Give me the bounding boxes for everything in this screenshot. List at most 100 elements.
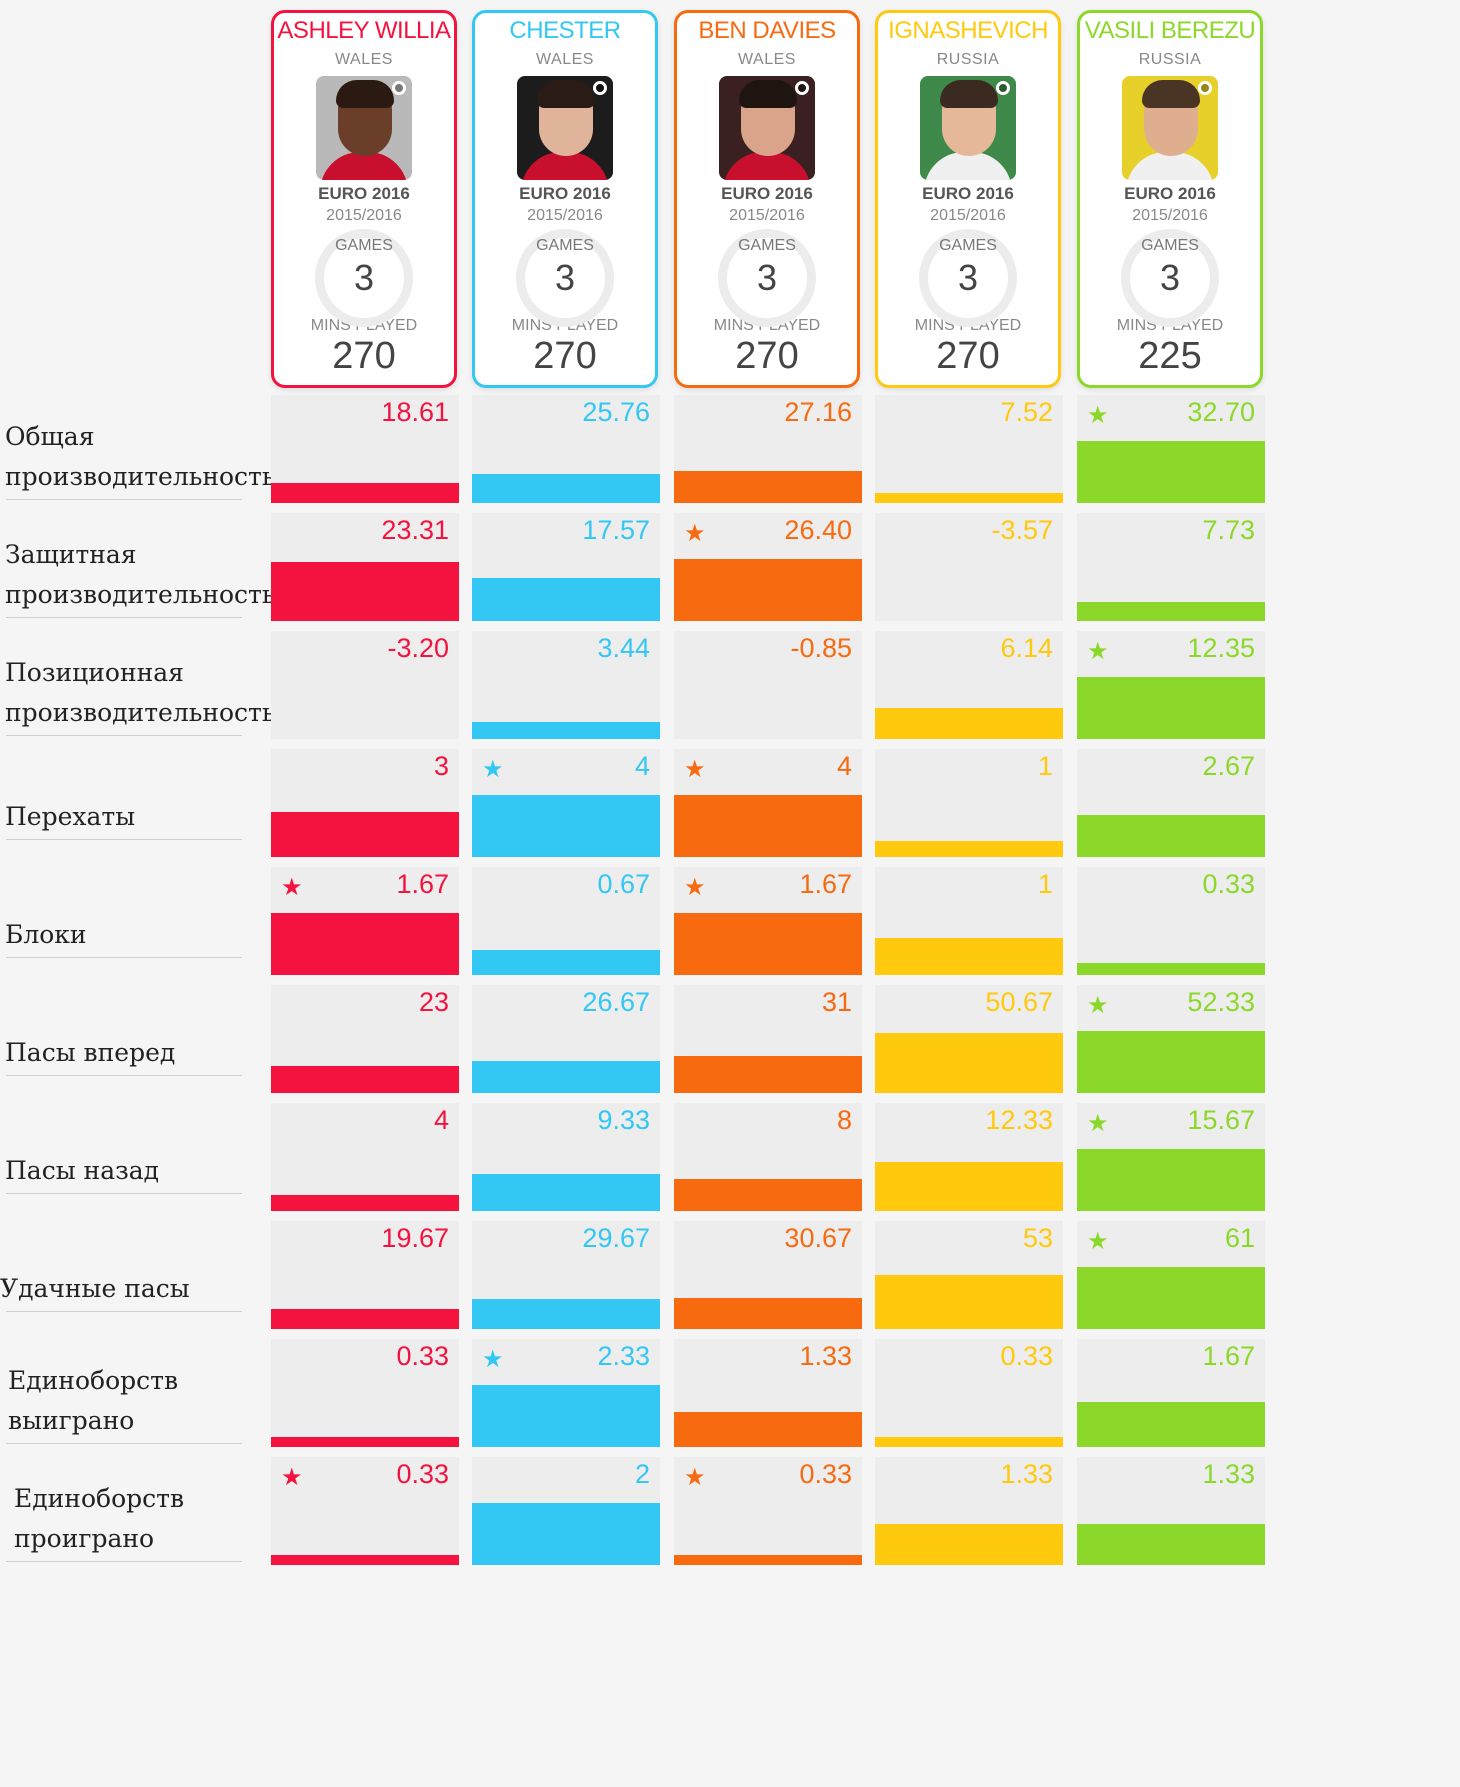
stat-value: 0.33 <box>396 1459 449 1489</box>
stat-value: 19.67 <box>381 1223 449 1253</box>
stat-bar <box>472 1299 660 1329</box>
stat-bar <box>875 938 1063 975</box>
stat-cell: 9.33 <box>472 1103 660 1211</box>
stat-cell: 19.67 <box>271 1221 459 1329</box>
player-name[interactable]: VASILI BEREZU <box>1084 17 1256 44</box>
stat-bar <box>875 708 1063 739</box>
player-card[interactable]: BEN DAVIES WALES EURO 2016 2015/2016 GAMES 3 M… <box>674 10 860 388</box>
stat-cell: 7.52 <box>875 395 1063 503</box>
stat-label-line: Единоборств <box>14 1484 185 1513</box>
stat-bar <box>674 795 862 857</box>
games-ring-circle <box>315 229 413 327</box>
mins-played-value: 270 <box>735 335 799 377</box>
best-value-star-icon: ★ <box>1087 638 1109 665</box>
stat-label-line: Позиционная <box>5 658 184 687</box>
stat-label-line: Пасы назад <box>5 1156 160 1185</box>
stat-value: 1.67 <box>1202 1341 1255 1371</box>
player-name[interactable]: ASHLEY WILLIA <box>277 17 451 44</box>
stat-value: 18.61 <box>381 397 449 427</box>
stat-bar <box>875 493 1063 503</box>
stat-cell: 2.33 ★ <box>472 1339 660 1447</box>
season-label: 2015/2016 <box>1132 207 1208 224</box>
competition-label: EURO 2016 <box>519 184 611 203</box>
stat-label-line: производительность <box>5 580 276 609</box>
stat-value: 15.67 <box>1187 1105 1255 1135</box>
stat-bar <box>271 913 459 975</box>
stat-bar <box>472 1503 660 1565</box>
player-photo <box>719 76 815 180</box>
competition-label: EURO 2016 <box>922 184 1014 203</box>
stat-cell: 31 <box>674 985 862 1093</box>
stat-cell: 0.33 <box>271 1339 459 1447</box>
stat-cell: 1.33 <box>674 1339 862 1447</box>
games-ring: GAMES 3 <box>309 223 419 333</box>
games-label: GAMES <box>536 237 594 254</box>
stat-cell: -3.57 <box>875 513 1063 621</box>
stat-label-line: Пасы вперед <box>5 1038 176 1067</box>
stat-cell: 15.67 ★ <box>1077 1103 1265 1211</box>
stat-cell: 29.67 <box>472 1221 660 1329</box>
photo-hair <box>537 80 595 108</box>
stat-bar <box>674 1179 862 1211</box>
stat-cell: 26.67 <box>472 985 660 1093</box>
stat-bar <box>1077 441 1265 503</box>
stat-label-divider <box>6 1561 242 1562</box>
mins-played-value: 270 <box>533 335 597 377</box>
stat-cell: 1.67 ★ <box>271 867 459 975</box>
stat-bar <box>271 562 459 621</box>
stat-cell: 12.33 <box>875 1103 1063 1211</box>
stat-cell: 17.57 <box>472 513 660 621</box>
stat-cell: 12.35 ★ <box>1077 631 1265 739</box>
player-card[interactable]: IGNASHEVICH RUSSIA EURO 2016 2015/2016 GAMES… <box>875 10 1061 388</box>
best-value-star-icon: ★ <box>281 874 303 901</box>
stat-cell: 50.67 <box>875 985 1063 1093</box>
stat-label: Единоборств выиграно <box>0 1361 280 1444</box>
stat-cell: 0.33 ★ <box>674 1457 862 1565</box>
stat-value: 53 <box>1022 1223 1053 1253</box>
stat-cell: 32.70 ★ <box>1077 395 1265 503</box>
player-name[interactable]: IGNASHEVICH <box>888 17 1048 44</box>
stat-value: 31 <box>821 987 852 1017</box>
stat-label-line: Защитная <box>5 540 137 569</box>
player-card[interactable]: ASHLEY WILLIA WALES EURO 2016 2015/2016 GAME… <box>271 10 457 388</box>
stat-label-line: Общая <box>5 422 95 451</box>
club-badge-icon <box>392 81 406 95</box>
games-ring-circle <box>718 229 816 327</box>
stat-value: 30.67 <box>784 1223 852 1253</box>
stat-cell: 0.33 <box>875 1339 1063 1447</box>
stat-bar <box>472 1061 660 1093</box>
club-badge-icon <box>593 81 607 95</box>
stat-bar <box>472 474 660 503</box>
stat-label: Защитная производительность <box>0 535 280 618</box>
stat-cell: 4 ★ <box>472 749 660 857</box>
games-ring-circle <box>516 229 614 327</box>
player-name[interactable]: CHESTER <box>509 17 621 44</box>
player-name[interactable]: BEN DAVIES <box>698 17 836 44</box>
stat-value: 1.33 <box>1202 1459 1255 1489</box>
stat-bar <box>875 1437 1063 1447</box>
games-value: 3 <box>957 257 979 298</box>
stat-value: 0.33 <box>1202 869 1255 899</box>
player-photo <box>316 76 412 180</box>
stat-bar <box>271 812 459 857</box>
stat-cell: 2 <box>472 1457 660 1565</box>
stat-label-line: Единоборств <box>8 1366 179 1395</box>
mins-played-value: 270 <box>936 335 1000 377</box>
stat-label-line: Удачные пасы <box>0 1274 190 1303</box>
best-value-star-icon: ★ <box>482 1346 504 1373</box>
stat-value: 29.67 <box>582 1223 650 1253</box>
club-badge-icon <box>996 81 1010 95</box>
player-country: WALES <box>335 51 393 68</box>
stat-cell: 1.67 <box>1077 1339 1265 1447</box>
season-label: 2015/2016 <box>729 207 805 224</box>
stat-cell: 7.73 <box>1077 513 1265 621</box>
stat-value: 2.67 <box>1202 751 1255 781</box>
stat-cell: 26.40 ★ <box>674 513 862 621</box>
stat-cell: 6.14 <box>875 631 1063 739</box>
player-card[interactable]: CHESTER WALES EURO 2016 2015/2016 GAMES 3 MINS… <box>472 10 658 388</box>
stat-value: 23.31 <box>381 515 449 545</box>
games-ring: GAMES 3 <box>913 223 1023 333</box>
player-photo <box>1122 76 1218 180</box>
player-card[interactable]: VASILI BEREZU RUSSIA EURO 2016 2015/2016 GAM… <box>1077 10 1263 388</box>
stat-bar <box>674 1298 862 1329</box>
